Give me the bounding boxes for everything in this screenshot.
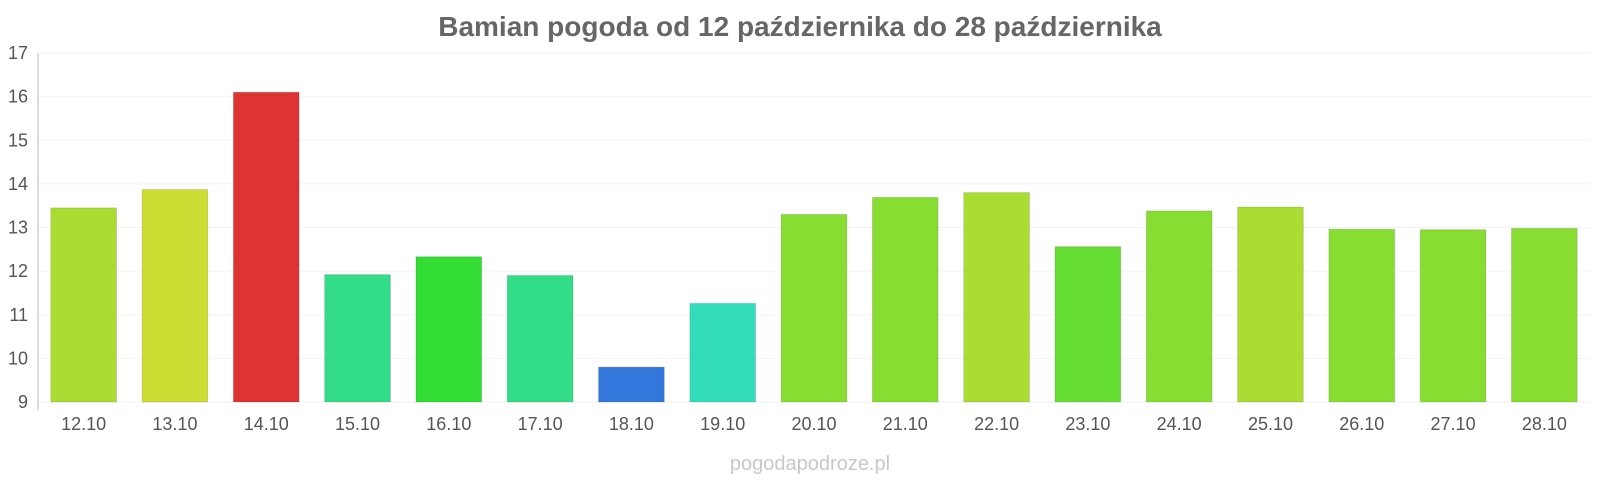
x-axis: 12.10 13.10 14.10 15.10 16.10 17.10 18.10 19.10…: [61, 414, 1567, 434]
y-tick-label: 11: [9, 305, 28, 325]
y-tick-label: 12: [8, 261, 28, 281]
y-tick-label: 10: [8, 348, 28, 368]
y-tick-label: 16: [8, 87, 28, 107]
x-tick-label: 17.10: [518, 414, 563, 434]
y-tick-label: 9: [18, 392, 28, 412]
y-tick-label: 13: [8, 218, 28, 238]
x-tick-label: 13.10: [152, 414, 197, 434]
chart-title: Bamian pogoda od 12 października do 28 p…: [438, 11, 1162, 42]
x-tick-label: 18.10: [609, 414, 654, 434]
bar-22.10: [963, 192, 1030, 403]
bar-24.10: [1145, 210, 1213, 403]
x-tick-label: 20.10: [791, 414, 836, 434]
bar-25.10: [1237, 206, 1304, 403]
bar-13.10: [141, 189, 209, 403]
bar-20.10: [780, 213, 848, 403]
bar-16.10: [415, 256, 483, 403]
bar-27.10: [1419, 229, 1487, 403]
x-tick-label: 28.10: [1522, 414, 1567, 434]
x-tick-label: 21.10: [883, 414, 928, 434]
x-tick-label: 12.10: [61, 414, 106, 434]
x-tick-label: 26.10: [1339, 414, 1384, 434]
x-tick-label: 25.10: [1248, 414, 1293, 434]
bar-15.10: [324, 274, 391, 403]
bar-14.10: [232, 91, 300, 403]
x-tick-label: 23.10: [1065, 414, 1110, 434]
x-tick-label: 15.10: [335, 414, 380, 434]
bar-19.10: [689, 302, 757, 403]
x-tick-label: 27.10: [1431, 414, 1476, 434]
bar-23.10: [1054, 246, 1122, 403]
bar-12.10: [50, 207, 118, 403]
bar-18.10: [598, 366, 665, 403]
y-tick-label: 15: [8, 130, 28, 150]
x-tick-label: 19.10: [700, 414, 745, 434]
x-tick-label: 22.10: [974, 414, 1019, 434]
bar-26.10: [1328, 228, 1396, 403]
x-tick-label: 14.10: [244, 414, 289, 434]
watermark-text: pogodapodroze.pl: [730, 453, 890, 475]
x-tick-label: 24.10: [1157, 414, 1202, 434]
bars: [50, 91, 1578, 403]
y-tick-label: 14: [8, 174, 28, 194]
y-axis: 9 10 11 12 13 14 15 16 17: [8, 43, 39, 412]
bar-21.10: [871, 196, 939, 403]
y-tick-label: 17: [8, 43, 28, 63]
bar-17.10: [506, 274, 574, 403]
bar-28.10: [1510, 227, 1578, 403]
x-tick-label: 16.10: [426, 414, 471, 434]
